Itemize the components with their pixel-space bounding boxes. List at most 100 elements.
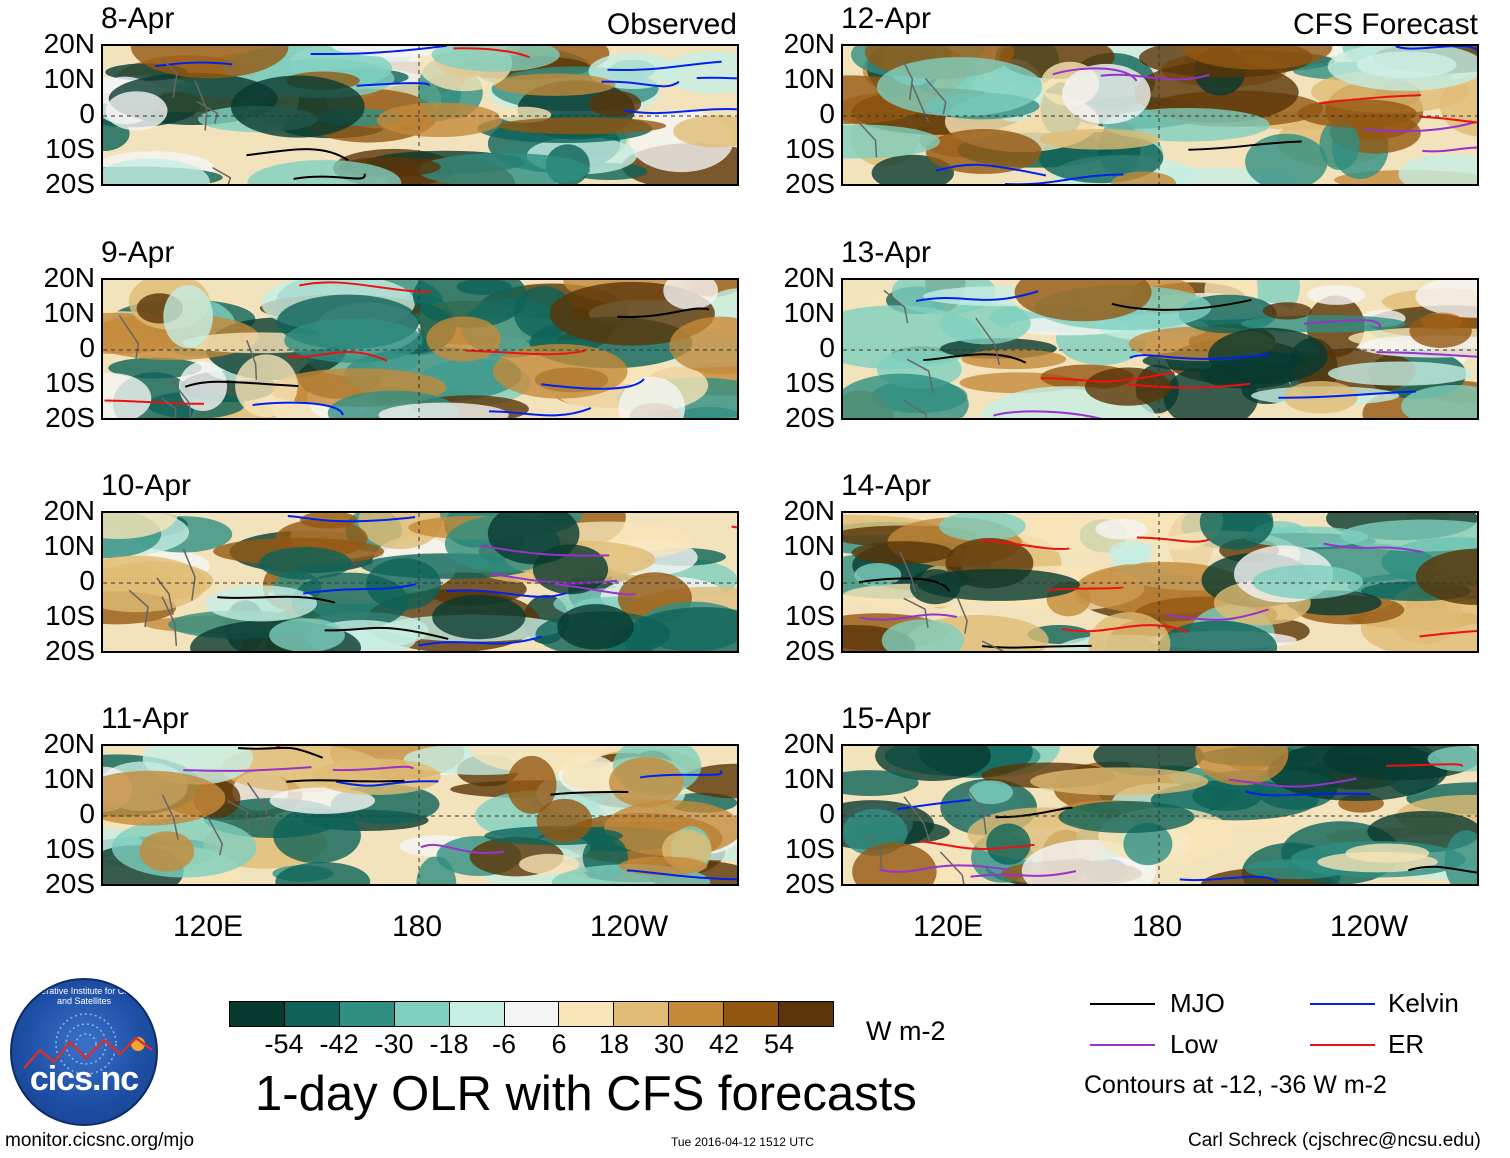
panel-date-label: 12-Apr: [841, 2, 932, 35]
wave-contour: [993, 410, 1102, 418]
wave-contour: [970, 870, 1077, 878]
colorbar-tick-label: -18: [429, 1029, 469, 1059]
olr-anomaly-blob: [103, 373, 152, 418]
coastline: [939, 851, 965, 884]
olr-anomaly-blob: [1245, 133, 1328, 184]
wave-contour: [1422, 146, 1477, 153]
legend-line-mjo: [1090, 1003, 1155, 1005]
olr-field: [103, 46, 737, 184]
coastline: [118, 314, 140, 359]
legend-label-kelvin: Kelvin: [1388, 988, 1459, 1018]
wave-contour: [1127, 382, 1251, 389]
olr-anomaly-blob: [1297, 99, 1417, 128]
olr-anomaly-blob: [105, 91, 168, 131]
lat-tick-label: 10S: [45, 833, 95, 864]
olr-anomaly-blob: [1058, 801, 1195, 834]
lat-tick-label: 20N: [43, 28, 95, 59]
wave-contour: [1386, 763, 1464, 767]
colorbar-tick-label: -54: [264, 1029, 304, 1059]
footer-author: Carl Schreck (cjschrec@ncsu.edu): [1188, 1130, 1481, 1151]
olr-anomaly-blob: [284, 318, 423, 363]
lat-tick-label: 20S: [785, 402, 835, 433]
olr-anomaly-blob: [1111, 171, 1177, 184]
colorbar-swatch: [724, 1002, 780, 1026]
lat-tick-label: 20N: [783, 728, 835, 759]
lat-tick-label: 20S: [45, 868, 95, 899]
coastline: [246, 782, 268, 828]
wave-contour: [923, 353, 1027, 364]
panel-date-label: 9-Apr: [101, 236, 175, 269]
coastline: [925, 78, 947, 115]
olr-anomaly-blob: [851, 541, 954, 564]
lat-tick-label: 10N: [43, 297, 95, 328]
coastline: [866, 834, 883, 869]
colorbar-swatch: [559, 1002, 615, 1026]
lat-tick-label: 10S: [785, 367, 835, 398]
footer-url[interactable]: monitor.cicsnc.org/mjo: [5, 1130, 195, 1151]
colorbar-swatch: [284, 1002, 340, 1026]
legend-line-er: [1310, 1044, 1375, 1046]
olr-anomaly-blob: [852, 842, 937, 884]
wave-contour: [480, 544, 610, 557]
wave-contour: [293, 173, 366, 180]
olr-anomaly-blob: [163, 285, 213, 349]
lat-tick-label: 20N: [43, 728, 95, 759]
wave-contour: [980, 538, 1070, 551]
colorbar-tick-label: 30: [653, 1029, 685, 1059]
olr-anomaly-blob: [487, 513, 580, 565]
logo-arc-text: Cooperative Institute for Climate and Sa…: [19, 986, 149, 1006]
olr-anomaly-blob: [1244, 526, 1369, 548]
olr-anomaly-blob: [431, 46, 560, 72]
wave-contour: [1004, 173, 1124, 184]
wave-contour: [286, 350, 388, 362]
colorbar-swatch: [230, 1002, 285, 1026]
coastline: [899, 551, 916, 593]
olr-field: [843, 46, 1477, 184]
olr-map-panel: [841, 511, 1479, 653]
wave-contour: [418, 635, 543, 647]
wave-contour: [1179, 875, 1279, 884]
coastline: [906, 358, 934, 394]
lat-tick-label: 10N: [783, 63, 835, 94]
colorbar-swatch: [504, 1002, 560, 1026]
legend-line-kelvin: [1310, 1003, 1375, 1005]
wave-contour: [879, 864, 1009, 873]
coastline: [903, 597, 929, 628]
olr-anomaly-blob: [669, 316, 737, 375]
olr-anomaly-blob: [269, 618, 345, 651]
olr-anomaly-blob: [843, 770, 919, 797]
lat-tick-label: 20S: [785, 868, 835, 899]
wave-contour: [446, 589, 567, 598]
olr-anomaly-blob: [108, 357, 202, 379]
wave-contour: [238, 746, 324, 759]
panel-date-label: 8-Apr: [101, 2, 175, 35]
olr-anomaly-blob: [1415, 280, 1477, 318]
wave-contour: [1111, 298, 1252, 311]
olr-anomaly-blob: [258, 546, 352, 580]
wave-contour: [541, 378, 645, 390]
olr-anomaly-blob: [917, 568, 1080, 601]
olr-anomaly-blob: [1252, 564, 1364, 599]
colorbar-tick-label: -42: [319, 1029, 359, 1059]
lon-tick-label: 120E: [912, 910, 984, 943]
wave-contour: [1047, 585, 1125, 592]
coastline: [182, 548, 196, 601]
olr-anomaly-blob: [1123, 822, 1173, 866]
olr-anomaly-blob: [1158, 620, 1278, 651]
olr-anomaly-blob: [673, 115, 737, 148]
olr-anomaly-blob: [365, 558, 441, 611]
coastline: [856, 120, 878, 158]
wave-contour: [601, 80, 680, 88]
olr-anomaly-blob: [1088, 612, 1171, 651]
wave-contour: [310, 46, 447, 55]
colorbar-tick-label: 42: [708, 1029, 740, 1059]
wave-contour: [286, 779, 405, 783]
olr-anomaly-blob: [536, 798, 593, 843]
lat-tick-label: 10N: [43, 530, 95, 561]
lat-tick-label: 10N: [783, 297, 835, 328]
wave-contour: [287, 514, 416, 523]
olr-map-panel: [101, 744, 739, 886]
contour-note: Contours at -12, -36 W m-2: [1084, 1071, 1387, 1099]
coastline: [963, 784, 987, 835]
colorbar-units: W m-2: [866, 1016, 946, 1046]
